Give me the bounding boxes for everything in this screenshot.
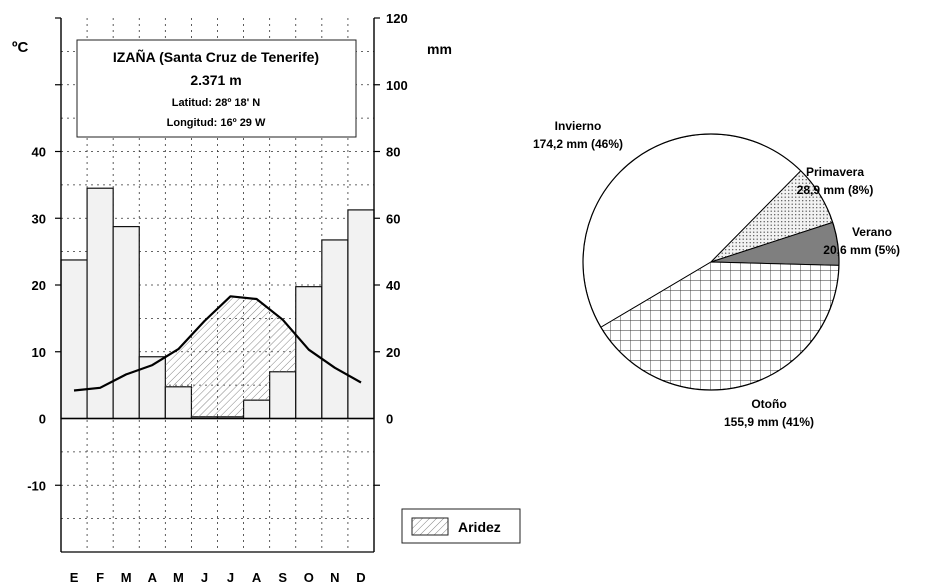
- left-tick-label: 30: [32, 211, 46, 226]
- right-tick-label: 20: [386, 345, 400, 360]
- pie-label-verano-season: Verano: [852, 225, 892, 239]
- month-label: S: [278, 570, 287, 585]
- left-tick-label: 0: [39, 412, 46, 427]
- left-tick-label: 40: [32, 145, 46, 160]
- month-label: N: [330, 570, 339, 585]
- month-label: A: [252, 570, 262, 585]
- pie-label-otono-season: Otoño: [751, 397, 786, 411]
- right-tick-label: 0: [386, 412, 393, 427]
- temperature-line: [73, 295, 362, 392]
- precipitation-bar: [164, 386, 193, 420]
- station-info-box: IZAÑA (Santa Cruz de Tenerife) 2.371 m L…: [76, 39, 357, 138]
- left-tick-label: -10: [27, 478, 46, 493]
- right-tick-label: 80: [386, 145, 400, 160]
- month-label: O: [304, 570, 314, 585]
- precipitation-bar: [347, 209, 375, 420]
- month-label: J: [227, 570, 234, 585]
- precipitation-bar: [112, 225, 140, 420]
- precipitation-bar: [321, 239, 349, 420]
- left-tick-label: 10: [32, 345, 46, 360]
- left-axis-unit: ºC: [12, 39, 28, 56]
- aridity-region: [165, 296, 296, 417]
- right-tick-label: 40: [386, 278, 400, 293]
- station-longitude: Longitud: 16º 29 W: [167, 117, 266, 129]
- legend-swatch-aridez: [411, 517, 449, 536]
- month-label: F: [96, 570, 104, 585]
- pie-label-primavera-season: Primavera: [806, 165, 864, 179]
- axes: [55, 17, 380, 553]
- month-label: M: [173, 570, 184, 585]
- month-label: M: [121, 570, 132, 585]
- legend: Aridez: [401, 508, 521, 544]
- aridity-area: [165, 296, 296, 417]
- seasonal-precipitation-pie: Invierno 174,2 mm (46%) Primavera 28,9 m…: [533, 119, 900, 429]
- precipitation-bar: [269, 371, 297, 420]
- station-name: IZAÑA (Santa Cruz de Tenerife): [113, 48, 319, 65]
- pie-label-invierno-season: Invierno: [555, 119, 602, 133]
- pie-label-verano-value: 20,6 mm (5%): [823, 243, 900, 257]
- right-tick-label: 60: [386, 211, 400, 226]
- precipitation-bar: [295, 286, 323, 420]
- right-axis-unit: mm: [427, 41, 452, 57]
- right-tick-label: 120: [386, 11, 408, 26]
- temperature-polyline: [73, 295, 362, 392]
- right-tick-label: 100: [386, 78, 408, 93]
- precipitation-bar: [242, 399, 271, 420]
- month-label: A: [148, 570, 158, 585]
- legend-label-aridez: Aridez: [458, 519, 501, 535]
- pie-outline: [582, 133, 840, 391]
- month-label: E: [70, 570, 79, 585]
- month-label: J: [201, 570, 208, 585]
- station-altitude: 2.371 m: [190, 72, 241, 88]
- pie-label-otono-value: 155,9 mm (41%): [724, 415, 814, 429]
- station-latitude: Latitud: 28º 18' N: [172, 97, 261, 109]
- pie-label-invierno-value: 174,2 mm (46%): [533, 137, 623, 151]
- precipitation-bar: [60, 259, 88, 420]
- month-label: D: [356, 570, 365, 585]
- left-tick-label: 20: [32, 278, 46, 293]
- pie-label-primavera-value: 28,9 mm (8%): [797, 183, 874, 197]
- precipitation-bar: [86, 187, 114, 420]
